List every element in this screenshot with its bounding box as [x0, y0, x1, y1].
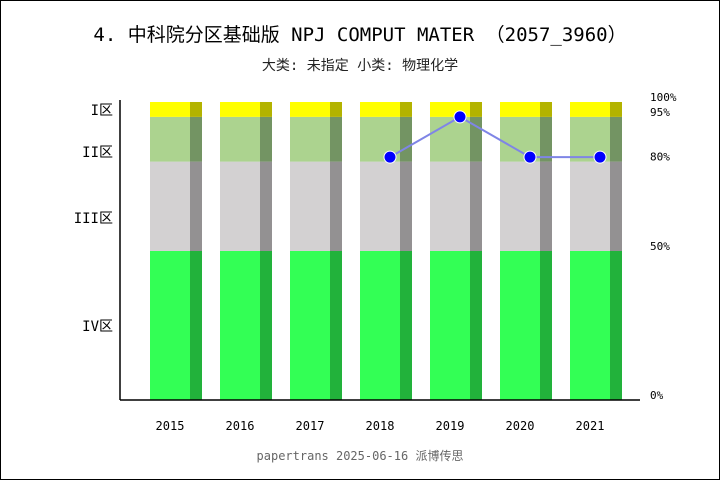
bar-segment	[570, 102, 610, 117]
rank-point	[453, 110, 467, 124]
bar-segment-shade	[470, 251, 482, 400]
x-tick-label: 2020	[506, 419, 535, 433]
bar-segment	[500, 251, 540, 400]
rank-point	[593, 150, 607, 164]
bar-segment	[150, 116, 190, 162]
bar-segment	[430, 116, 470, 162]
bar-segment-shade	[330, 116, 342, 162]
bar-segment	[360, 102, 400, 117]
x-tick-label: 2018	[366, 419, 395, 433]
bar-segment-shade	[190, 251, 202, 400]
bar-segment-shade	[400, 161, 412, 251]
bar-segment-shade	[610, 251, 622, 400]
right-tick-label: 100%	[650, 91, 677, 104]
bar-segment	[430, 161, 470, 251]
bar-segment-shade	[540, 102, 552, 117]
bar-segment	[150, 161, 190, 251]
chart-subtitle: 大类: 未指定 小类: 物理化学	[261, 58, 459, 74]
chart-footer: papertrans 2025-06-16 派博传思	[256, 449, 464, 463]
bar-segment-shade	[540, 251, 552, 400]
bar-segment-shade	[400, 251, 412, 400]
bar-segment	[150, 251, 190, 400]
bar-segment	[570, 251, 610, 400]
bar-segment-shade	[260, 251, 272, 400]
bar-segment-shade	[260, 116, 272, 162]
right-tick-label: 50%	[650, 240, 670, 253]
bar-segment-shade	[330, 251, 342, 400]
bar-segment-shade	[400, 116, 412, 162]
zone-label: I区	[91, 103, 113, 119]
right-tick-label: 95%	[650, 106, 670, 119]
zone-label: IV区	[82, 319, 113, 335]
bar-segment-shade	[260, 161, 272, 251]
bar-segment	[430, 251, 470, 400]
bar-segment	[150, 102, 190, 117]
bar-segment-shade	[540, 161, 552, 251]
bar-segment	[360, 251, 400, 400]
rank-point	[383, 150, 397, 164]
x-tick-label: 2021	[576, 419, 605, 433]
bar-segment	[500, 102, 540, 117]
x-tick-label: 2019	[436, 419, 465, 433]
right-tick-label: 80%	[650, 151, 670, 164]
bar-segment-shade	[540, 116, 552, 162]
bar-segment	[570, 161, 610, 251]
bar-segment-shade	[190, 161, 202, 251]
bar-segment-shade	[470, 102, 482, 117]
bar-segment-shade	[260, 102, 272, 117]
bar-segment	[220, 161, 260, 251]
bar-segment	[220, 251, 260, 400]
bar-segment-shade	[610, 102, 622, 117]
bar-segment-shade	[610, 116, 622, 162]
bar-segment-shade	[330, 161, 342, 251]
bar-segment	[360, 161, 400, 251]
chart-title: 4. 中科院分区基础版 NPJ COMPUT MATER （2057_3960）	[93, 24, 627, 46]
bar-segment-shade	[610, 161, 622, 251]
bar-segment-shade	[190, 116, 202, 162]
bar-segment-shade	[330, 102, 342, 117]
bar-segment	[290, 161, 330, 251]
bar-segment-shade	[190, 102, 202, 117]
right-tick-label: 0%	[650, 389, 664, 402]
x-tick-label: 2016	[226, 419, 255, 433]
x-tick-label: 2015	[156, 419, 185, 433]
bar-segment	[500, 161, 540, 251]
bar-segment	[220, 102, 260, 117]
bar-segment	[290, 251, 330, 400]
bar-segment	[290, 102, 330, 117]
bar-segment	[220, 116, 260, 162]
zone-label: III区	[74, 211, 113, 227]
x-tick-label: 2017	[296, 419, 325, 433]
bar-segment-shade	[470, 161, 482, 251]
rank-point	[523, 150, 537, 164]
rank-line	[389, 115, 600, 159]
bar-segment-shade	[400, 102, 412, 117]
zone-label: II区	[82, 145, 113, 161]
bar-segment	[290, 116, 330, 162]
